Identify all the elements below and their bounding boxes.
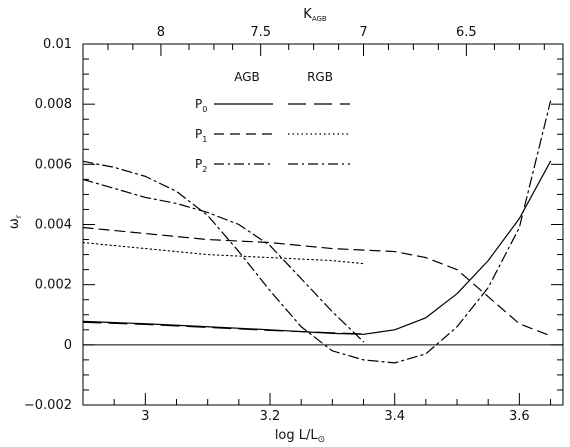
x-tick-label: 3 bbox=[141, 409, 149, 424]
y-tick-label: −0.002 bbox=[24, 398, 72, 413]
y-tick-label: 0.008 bbox=[35, 97, 72, 112]
axes-group: 3 3.2 3.4 3.6 −0.002 0 0.002 0.004 0.006 0.008 0.0… bbox=[7, 7, 564, 445]
x-axis-label: log L/L⊙ bbox=[275, 428, 325, 445]
y-tick-label: 0.006 bbox=[35, 157, 72, 172]
y-tick-label: 0.01 bbox=[43, 37, 72, 52]
y-tick-label: 0 bbox=[64, 338, 72, 353]
legend-label-p2: P2 bbox=[195, 157, 207, 174]
series-line-rgb-p0 bbox=[82, 321, 365, 335]
top-tick-label: 7.5 bbox=[250, 25, 271, 40]
y-tick-label: 0.004 bbox=[35, 218, 72, 233]
top-axis-label: KAGB bbox=[303, 7, 327, 23]
series-line-rgb-p1 bbox=[82, 242, 365, 265]
x-tick-label: 3.4 bbox=[384, 409, 405, 424]
top-tick-label: 7 bbox=[359, 25, 367, 40]
top-tick-label: 6.5 bbox=[456, 25, 477, 40]
legend-label-p0: P0 bbox=[195, 97, 207, 114]
top-tick-label: 8 bbox=[157, 25, 165, 40]
y-axis-label: ωr bbox=[7, 214, 23, 229]
legend: AGB RGB P0 P1 P2 bbox=[195, 70, 350, 174]
series-line-agb-p0 bbox=[82, 160, 552, 335]
legend-column-agb: AGB bbox=[234, 70, 260, 84]
series-line-agb-p2 bbox=[82, 100, 552, 364]
legend-label-p1: P1 bbox=[195, 127, 207, 144]
series-line-rgb-p2 bbox=[82, 178, 365, 343]
plot-frame bbox=[82, 43, 564, 406]
series-group bbox=[82, 100, 552, 364]
x-tick-label: 3.6 bbox=[509, 409, 530, 424]
x-tick-label: 3.2 bbox=[260, 409, 281, 424]
y-tick-label: 0.002 bbox=[35, 278, 72, 293]
legend-column-rgb: RGB bbox=[307, 70, 333, 84]
series-line-agb-p1 bbox=[82, 226, 552, 337]
